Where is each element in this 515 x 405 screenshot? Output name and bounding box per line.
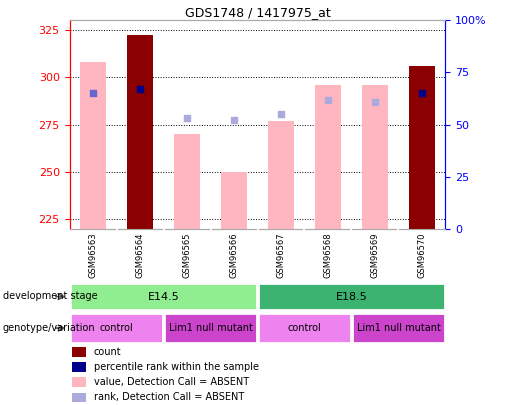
Text: GSM96563: GSM96563 — [89, 232, 97, 278]
Bar — [72, 347, 86, 357]
Bar — [72, 377, 86, 387]
Text: development stage: development stage — [3, 292, 97, 301]
Bar — [259, 283, 444, 310]
Text: GSM96570: GSM96570 — [418, 232, 426, 278]
Text: percentile rank within the sample: percentile rank within the sample — [94, 362, 259, 372]
Text: value, Detection Call = ABSENT: value, Detection Call = ABSENT — [94, 377, 249, 387]
Bar — [71, 313, 163, 343]
Text: GSM96569: GSM96569 — [370, 232, 380, 278]
Point — [230, 117, 238, 124]
Point — [89, 90, 97, 96]
Bar — [72, 362, 86, 372]
Point — [183, 115, 191, 122]
Point — [418, 90, 426, 96]
Text: rank, Detection Call = ABSENT: rank, Detection Call = ABSENT — [94, 392, 244, 403]
Text: GSM96567: GSM96567 — [277, 232, 285, 278]
Text: control: control — [99, 323, 133, 333]
Point — [371, 98, 379, 105]
Bar — [362, 85, 388, 229]
Text: GSM96566: GSM96566 — [230, 232, 238, 278]
Bar — [127, 35, 153, 229]
Text: E18.5: E18.5 — [336, 292, 367, 302]
Text: E14.5: E14.5 — [148, 292, 179, 302]
Title: GDS1748 / 1417975_at: GDS1748 / 1417975_at — [184, 6, 331, 19]
Text: GSM96568: GSM96568 — [323, 232, 333, 278]
Point — [324, 96, 332, 103]
Text: count: count — [94, 347, 122, 357]
Bar — [409, 66, 435, 229]
Text: Lim1 null mutant: Lim1 null mutant — [168, 323, 252, 333]
Text: Lim1 null mutant: Lim1 null mutant — [356, 323, 440, 333]
Text: GSM96564: GSM96564 — [135, 232, 145, 278]
Text: control: control — [287, 323, 321, 333]
Bar — [315, 85, 341, 229]
Bar — [174, 134, 200, 229]
Point — [277, 111, 285, 117]
Bar — [268, 121, 294, 229]
Bar — [259, 313, 351, 343]
Bar — [221, 172, 247, 229]
Text: genotype/variation: genotype/variation — [3, 323, 95, 333]
Bar — [164, 313, 256, 343]
Bar — [80, 62, 106, 229]
Text: GSM96565: GSM96565 — [182, 232, 192, 278]
Point — [136, 86, 144, 92]
Bar — [71, 283, 256, 310]
Bar — [72, 392, 86, 402]
Bar — [352, 313, 444, 343]
